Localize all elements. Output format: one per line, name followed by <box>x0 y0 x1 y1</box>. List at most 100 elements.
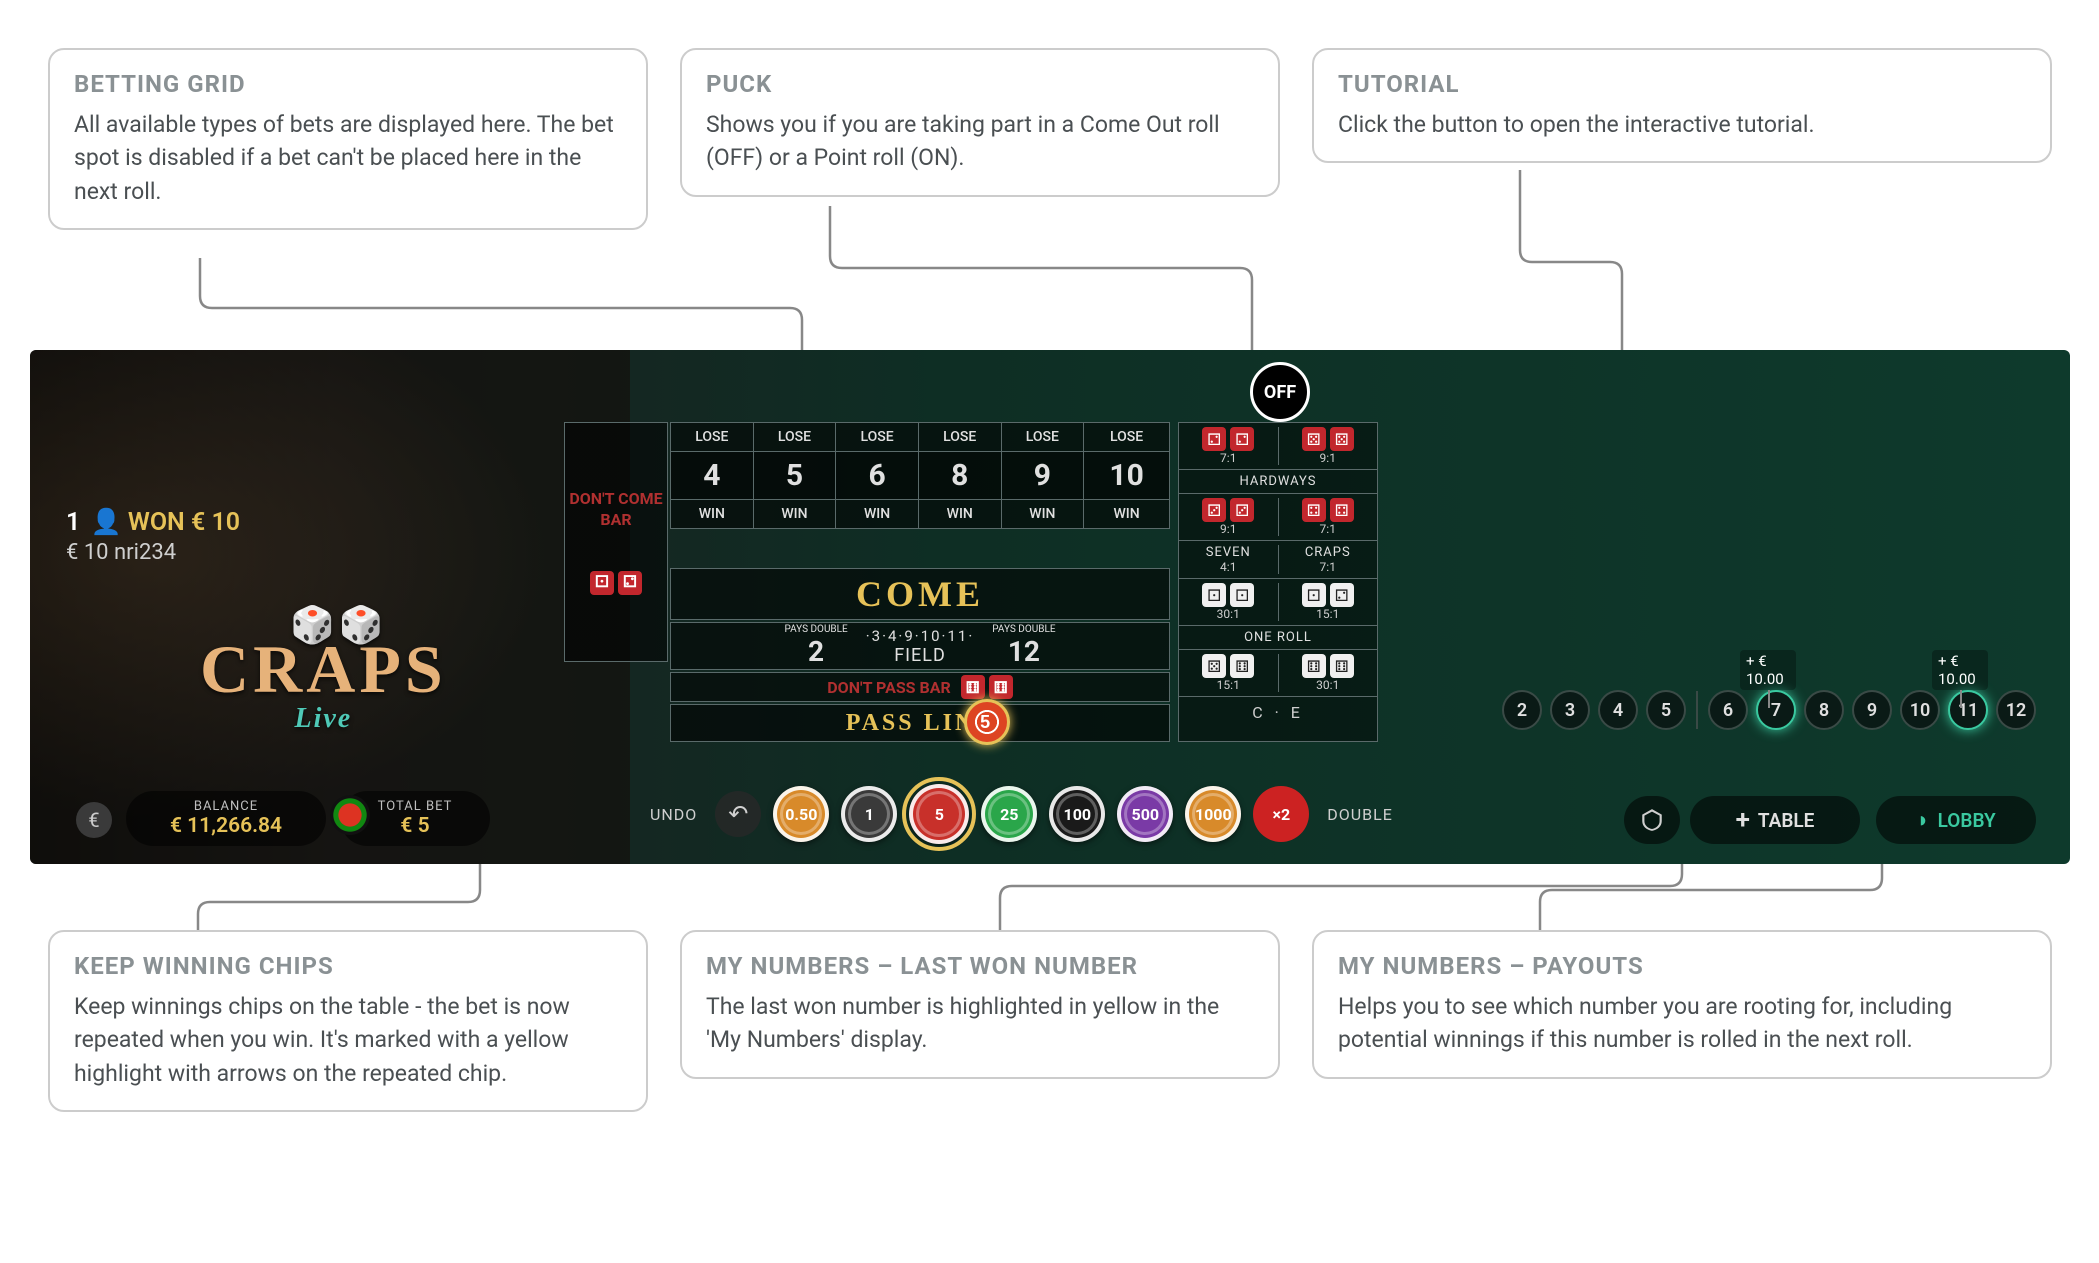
seven-pay: 4:1 <box>1179 560 1278 574</box>
tutorial-button[interactable] <box>1624 796 1680 844</box>
field-bar[interactable]: PAYS DOUBLE 2 ·3·4·9·10·11· FIELD PAYS D… <box>670 622 1170 670</box>
one-roll-label: ONE ROLL <box>1244 630 1312 645</box>
dont-come-label: DON'T COME BAR <box>565 489 667 531</box>
craps-label: CRAPS <box>1279 545 1378 560</box>
callout-body: Keep winnings chips on the table - the b… <box>74 990 622 1090</box>
my-numbers-divider <box>1696 691 1698 729</box>
total-bet-label: TOTAL BET <box>364 799 466 814</box>
callout-body: Shows you if you are taking part in a Co… <box>706 108 1254 175</box>
callout-title: MY NUMBERS – PAYOUTS <box>1338 952 2026 980</box>
game-screenshot: 1 👤 WON € 10 € 10 nri234 🎲🎲 CRAPS Live €… <box>30 350 2070 864</box>
point-5[interactable]: 5 <box>753 452 836 500</box>
pay-9-1b: 9:1 <box>1179 522 1278 536</box>
lobby-button[interactable]: ◗ LOBBY <box>1876 796 2036 844</box>
come-bar[interactable]: COME <box>670 568 1170 620</box>
point-9[interactable]: 9 <box>1001 452 1084 500</box>
point-10[interactable]: 10 <box>1084 452 1170 500</box>
callout-betting-grid: BETTING GRID All available types of bets… <box>48 48 648 230</box>
callout-last-won: MY NUMBERS – LAST WON NUMBER The last wo… <box>680 930 1280 1079</box>
won-text: WON € 10 <box>128 508 240 537</box>
double-label: DOUBLE <box>1327 805 1393 824</box>
payout-tag-7: + € 10.00 <box>1740 650 1796 690</box>
total-bet-value: € 5 <box>364 814 466 838</box>
chip-5[interactable]: 5 <box>909 784 969 844</box>
balance-display: BALANCE € 11,266.84 <box>126 791 326 846</box>
callout-title: TUTORIAL <box>1338 70 2026 98</box>
callout-title: KEEP WINNING CHIPS <box>74 952 622 980</box>
pay-30-1b: 30:1 <box>1279 678 1378 692</box>
callout-body: All available types of bets are displaye… <box>74 108 622 208</box>
field-label: FIELD <box>894 645 946 666</box>
lobby-label: LOBBY <box>1938 809 1996 832</box>
person-icon: 👤 <box>91 508 122 537</box>
my-number-6[interactable]: 6 <box>1708 690 1748 730</box>
my-number-11[interactable]: 11 <box>1948 690 1988 730</box>
my-number-2[interactable]: 2 <box>1502 690 1542 730</box>
my-number-7[interactable]: 7 <box>1756 690 1796 730</box>
pass-line-chip[interactable]: 5 <box>964 699 1010 745</box>
puck-state: OFF <box>1264 382 1296 403</box>
chip-1[interactable]: 1 <box>841 786 897 842</box>
dont-pass-label: DON'T PASS BAR <box>827 678 950 697</box>
chip-25[interactable]: 25 <box>981 786 1037 842</box>
my-number-3[interactable]: 3 <box>1550 690 1590 730</box>
come-label: COME <box>856 573 984 615</box>
my-number-8[interactable]: 8 <box>1804 690 1844 730</box>
point-4[interactable]: 4 <box>671 452 754 500</box>
my-number-5[interactable]: 5 <box>1646 690 1686 730</box>
pay-9-1: 9:1 <box>1279 451 1378 465</box>
dont-come-bar[interactable]: DON'T COME BAR ⚀⚁ <box>564 422 668 662</box>
currency-icon[interactable]: € <box>76 802 112 838</box>
my-number-12[interactable]: 12 <box>1996 690 2036 730</box>
c-e-label[interactable]: C · E <box>1179 697 1377 728</box>
field-2: 2 <box>808 635 824 668</box>
payout-tag-11: + € 10.00 <box>1932 650 1988 690</box>
pay-15-1b: 15:1 <box>1179 678 1278 692</box>
dice-icon: 🎲🎲 <box>290 604 388 646</box>
pay-15-1: 15:1 <box>1279 607 1378 621</box>
side-bets[interactable]: ⚁⚁ 7:1 ⚄⚄ 9:1 HARDWAYS ⚂⚂ 9:1 ⚃⚃ 7:1 SEV… <box>1178 422 1378 742</box>
chip-100[interactable]: 100 <box>1049 786 1105 842</box>
pass-line[interactable]: PASS LINE 5 <box>670 704 1170 742</box>
callout-puck: PUCK Shows you if you are taking part in… <box>680 48 1280 197</box>
callout-tutorial: TUTORIAL Click the button to open the in… <box>1312 48 2052 163</box>
double-button[interactable]: ×2 <box>1253 786 1309 842</box>
win-count: 1 <box>66 508 80 537</box>
my-numbers: 2345 67+ € 10.00891011+ € 10.0012 <box>1502 690 2036 730</box>
dice-icon: ⚅⚅ <box>961 675 1013 699</box>
callout-body: Click the button to open the interactive… <box>1338 108 2026 141</box>
pays-double: PAYS DOUBLE <box>992 625 1055 635</box>
chip-500[interactable]: 500 <box>1117 786 1173 842</box>
callout-title: PUCK <box>706 70 1254 98</box>
my-number-10[interactable]: 10 <box>1900 690 1940 730</box>
undo-button[interactable]: ↶ <box>715 791 761 837</box>
tutorial-icon <box>1639 807 1665 833</box>
pay-7-1b: 7:1 <box>1279 522 1378 536</box>
balance-label: BALANCE <box>150 799 302 814</box>
callout-keep-winning: KEEP WINNING CHIPS Keep winnings chips o… <box>48 930 648 1112</box>
dice-icon: ⚀⚁ <box>590 571 642 595</box>
pay-7-1: 7:1 <box>1179 451 1278 465</box>
my-number-9[interactable]: 9 <box>1852 690 1892 730</box>
point-6[interactable]: 6 <box>836 452 919 500</box>
puck: OFF <box>1250 362 1310 422</box>
chip-1000[interactable]: 1000 <box>1185 786 1241 842</box>
callout-title: MY NUMBERS – LAST WON NUMBER <box>706 952 1254 980</box>
callout-body: Helps you to see which number you are ro… <box>1338 990 2026 1057</box>
pay-30-1: 30:1 <box>1179 607 1278 621</box>
field-12: 12 <box>1008 635 1040 668</box>
win-announcement: 1 👤 WON € 10 <box>66 508 240 537</box>
point-8[interactable]: 8 <box>918 452 1001 500</box>
betting-grid[interactable]: DON'T COME BAR ⚀⚁ LOSELOSELOSELOSELOSELO… <box>670 422 1170 529</box>
player-id: € 10 nri234 <box>66 540 176 565</box>
point-grid[interactable]: LOSELOSELOSELOSELOSELOSE 4 5 6 8 9 10 WI… <box>670 422 1170 529</box>
chip-0.50[interactable]: 0.50 <box>773 786 829 842</box>
field-nums: ·3·4·9·10·11· <box>866 627 975 645</box>
craps-pay: 7:1 <box>1279 560 1378 574</box>
dont-pass-bar[interactable]: DON'T PASS BAR ⚅⚅ <box>670 672 1170 702</box>
undo-label: UNDO <box>650 805 697 824</box>
table-button[interactable]: + TABLE <box>1690 796 1860 844</box>
callout-body: The last won number is highlighted in ye… <box>706 990 1254 1057</box>
seven-label: SEVEN <box>1179 545 1278 560</box>
my-number-4[interactable]: 4 <box>1598 690 1638 730</box>
